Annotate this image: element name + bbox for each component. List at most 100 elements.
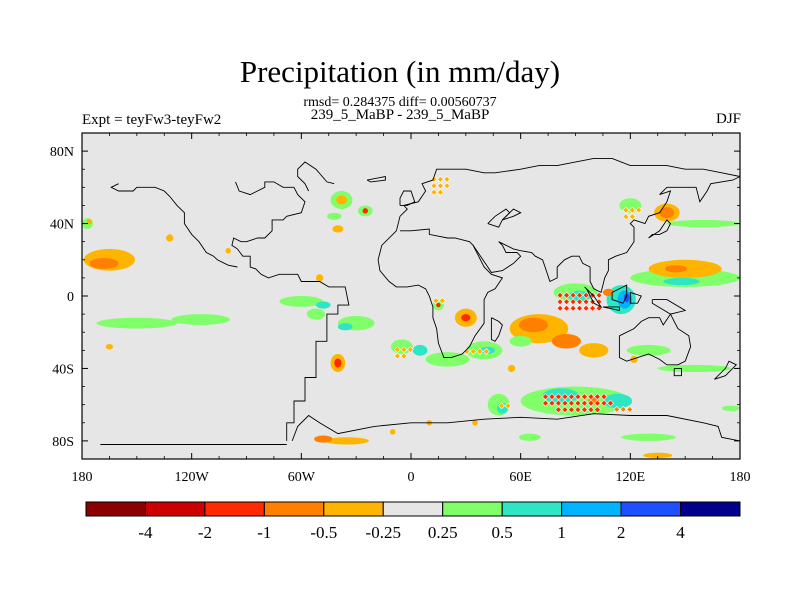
contour-region	[171, 314, 231, 325]
contour-diamond	[561, 406, 569, 414]
contour-diamond	[430, 188, 438, 196]
x-tick-label: 120W	[175, 470, 210, 485]
contour-region	[225, 248, 231, 254]
contour-diamond	[628, 206, 636, 214]
colorbar-label: -1	[257, 523, 271, 542]
contour-region	[336, 195, 348, 205]
contour-region	[621, 433, 677, 441]
coastline	[618, 313, 692, 366]
contour-diamond	[595, 291, 603, 299]
y-tick-label: 40S	[52, 362, 74, 377]
contour-diamond	[594, 406, 601, 414]
contour-diamond	[568, 399, 575, 407]
chart-subtitle: rmsd= 0.284375 diff= 0.00560737	[303, 95, 497, 110]
colorbar-label: 0.5	[492, 523, 513, 542]
contour-region	[334, 358, 342, 368]
x-tick-label: 60W	[288, 470, 316, 485]
contour-diamond	[393, 346, 401, 354]
y-tick-label: 80S	[52, 435, 74, 450]
contour-region	[623, 293, 630, 303]
colorbar-swatch	[204, 501, 265, 517]
contour-region	[306, 308, 326, 320]
contour-diamond	[582, 298, 590, 306]
contour-diamond	[582, 291, 590, 299]
contour-diamond	[563, 291, 570, 299]
colorbar-label: -2	[198, 523, 212, 542]
x-tick: 0	[408, 133, 415, 485]
contour-region	[389, 429, 396, 435]
contour-diamond	[443, 182, 451, 190]
contour-diamond	[569, 298, 577, 306]
contour-diamond	[574, 393, 582, 401]
contour-diamond	[432, 297, 440, 305]
coastline	[399, 190, 416, 206]
contour-diamond	[400, 352, 408, 360]
contour-diamond	[556, 298, 564, 306]
colorbar-label: 2	[617, 523, 626, 542]
colorbar-label: 0.25	[428, 523, 458, 542]
coastline	[395, 157, 740, 231]
contour-diamond	[613, 405, 621, 413]
colorbar-swatch	[561, 501, 622, 517]
coastline	[490, 317, 503, 342]
contour-diamond	[600, 393, 608, 401]
contour-region	[518, 317, 549, 333]
contour-region	[602, 393, 633, 409]
contour-region	[507, 364, 516, 373]
contour-region	[166, 234, 174, 242]
coastline	[377, 228, 504, 359]
experiment-label: Expt = teyFw3-teyFw2	[82, 112, 222, 128]
colorbar-swatch	[382, 501, 444, 517]
contour-diamond	[563, 298, 570, 306]
colorbar-label: -0.25	[366, 523, 401, 542]
coastline	[502, 208, 522, 221]
contour-diamond	[589, 304, 596, 312]
x-tick-label: 60E	[509, 470, 532, 485]
contour-diamond	[555, 393, 562, 401]
contour-diamond	[548, 399, 556, 407]
contour-region	[425, 352, 470, 367]
coastline	[235, 181, 294, 196]
contour-region	[105, 343, 114, 350]
contour-region	[89, 257, 119, 269]
contour-diamond	[561, 399, 569, 407]
contour-region	[626, 344, 671, 356]
y-tick: 0	[67, 290, 740, 305]
contour-diamond	[437, 182, 444, 190]
coastline	[629, 291, 642, 304]
y-tick-label: 0	[67, 290, 74, 305]
x-tick-label: 180	[72, 470, 93, 485]
contour-diamond	[393, 352, 401, 360]
chart-title: Precipitation (in mm/day)	[239, 54, 561, 89]
contour-region	[659, 207, 675, 219]
x-tick-label: 180	[730, 470, 751, 485]
coastline	[291, 413, 740, 442]
colorbar-swatch	[442, 501, 503, 517]
coastline	[673, 367, 682, 377]
contour-diamond	[581, 406, 588, 414]
contour-region	[436, 302, 441, 308]
contour-region	[643, 452, 673, 459]
contour-diamond	[600, 399, 608, 407]
contour-region	[325, 437, 369, 445]
contour-diamond	[635, 206, 643, 214]
contour-region	[551, 334, 581, 349]
contour-region	[602, 288, 614, 296]
contour-diamond	[400, 346, 408, 354]
contour-diamond	[437, 175, 444, 183]
contour-diamond	[569, 291, 577, 299]
contour-region	[721, 405, 740, 412]
y-tick-label: 80N	[50, 145, 74, 160]
contour-region	[96, 317, 178, 329]
coastline	[584, 286, 603, 309]
coastline	[472, 176, 740, 294]
colorbar-swatch	[144, 501, 206, 517]
contour-diamond	[443, 175, 451, 183]
x-tick-label: 0	[408, 470, 415, 485]
contour-diamond	[626, 405, 634, 413]
contour-diamond	[568, 406, 575, 414]
contour-region	[657, 364, 731, 373]
x-tick: 60W	[288, 133, 316, 485]
contour-diamond	[430, 175, 438, 183]
colorbar-label: -4	[138, 523, 153, 542]
